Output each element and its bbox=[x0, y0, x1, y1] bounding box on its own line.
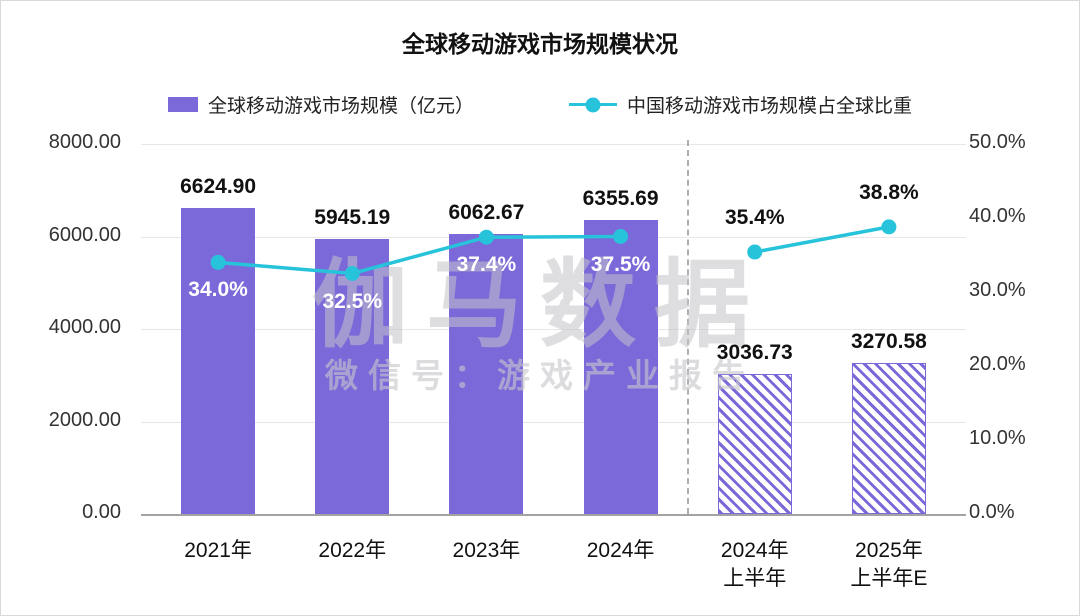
percent-label: 32.5% bbox=[322, 289, 383, 313]
bar bbox=[717, 373, 792, 514]
gridline bbox=[141, 421, 966, 423]
bar-value-label: 6624.90 bbox=[180, 174, 257, 198]
bar-value-label: 5945.19 bbox=[314, 206, 391, 230]
line-swatch-dot bbox=[585, 97, 601, 112]
y-axis-label-left: 8000.00 bbox=[48, 131, 121, 153]
bar-value-label: 3270.58 bbox=[850, 329, 927, 353]
y-axis-label-right: 50.0% bbox=[969, 131, 1026, 153]
gridline bbox=[141, 329, 966, 330]
bar bbox=[851, 362, 926, 514]
x-axis-label: 2025年 上半年E bbox=[850, 539, 928, 591]
line-swatch-icon bbox=[569, 97, 617, 113]
percent-label: 34.0% bbox=[188, 278, 248, 302]
legend: 全球移动游戏市场规模（亿元） 中国移动游戏市场规模占全球比重 bbox=[1, 91, 1079, 118]
bar bbox=[315, 239, 390, 514]
bar-value-label: 6355.69 bbox=[582, 187, 659, 211]
x-axis-label: 2021年 bbox=[184, 539, 252, 562]
x-axis-label: 2024年 上半年 bbox=[720, 539, 789, 591]
y-axis-label-left: 0.00 bbox=[82, 501, 121, 523]
watermark-wechat: 微信号：游戏产业报告 bbox=[325, 357, 755, 394]
legend-line-label: 中国移动游戏市场规模占全球比重 bbox=[627, 96, 913, 117]
y-axis-label-left: 4000.00 bbox=[48, 316, 121, 338]
gridline bbox=[141, 144, 966, 145]
legend-item-line: 中国移动游戏市场规模占全球比重 bbox=[569, 91, 912, 118]
x-axis-line bbox=[141, 514, 966, 516]
bar bbox=[449, 233, 524, 514]
percent-label: 37.4% bbox=[456, 253, 517, 277]
percent-label: 35.4% bbox=[724, 206, 785, 230]
percent-label: 37.5% bbox=[590, 252, 651, 276]
y-axis-label-right: 0.0% bbox=[969, 501, 1015, 523]
legend-bar-label: 全球移动游戏市场规模（亿元） bbox=[207, 96, 474, 117]
legend-item-bar: 全球移动游戏市场规模（亿元） bbox=[167, 91, 474, 118]
y-axis-label-right: 20.0% bbox=[969, 353, 1026, 375]
trend-line bbox=[754, 225, 890, 254]
y-axis-label-right: 10.0% bbox=[969, 427, 1026, 449]
y-axis-label-left: 6000.00 bbox=[48, 223, 121, 246]
chart-title: 全球移动游戏市场规模状况 bbox=[402, 31, 678, 57]
bar bbox=[181, 207, 256, 514]
x-axis-label: 2022年 bbox=[318, 539, 387, 562]
trend-point bbox=[881, 219, 897, 235]
x-axis-label: 2023年 bbox=[452, 539, 521, 562]
y-axis-label-right: 40.0% bbox=[969, 205, 1026, 227]
bar-swatch-icon bbox=[167, 97, 198, 112]
x-axis-label: 2024年 bbox=[586, 539, 655, 562]
y-axis-label-left: 2000.00 bbox=[48, 408, 121, 431]
forecast-separator-line bbox=[686, 140, 689, 514]
bar-value-label: 3036.73 bbox=[716, 340, 793, 364]
percent-label: 38.8% bbox=[859, 180, 919, 204]
y-axis-label-right: 30.0% bbox=[969, 279, 1026, 301]
bar-value-label: 6062.67 bbox=[448, 200, 525, 224]
